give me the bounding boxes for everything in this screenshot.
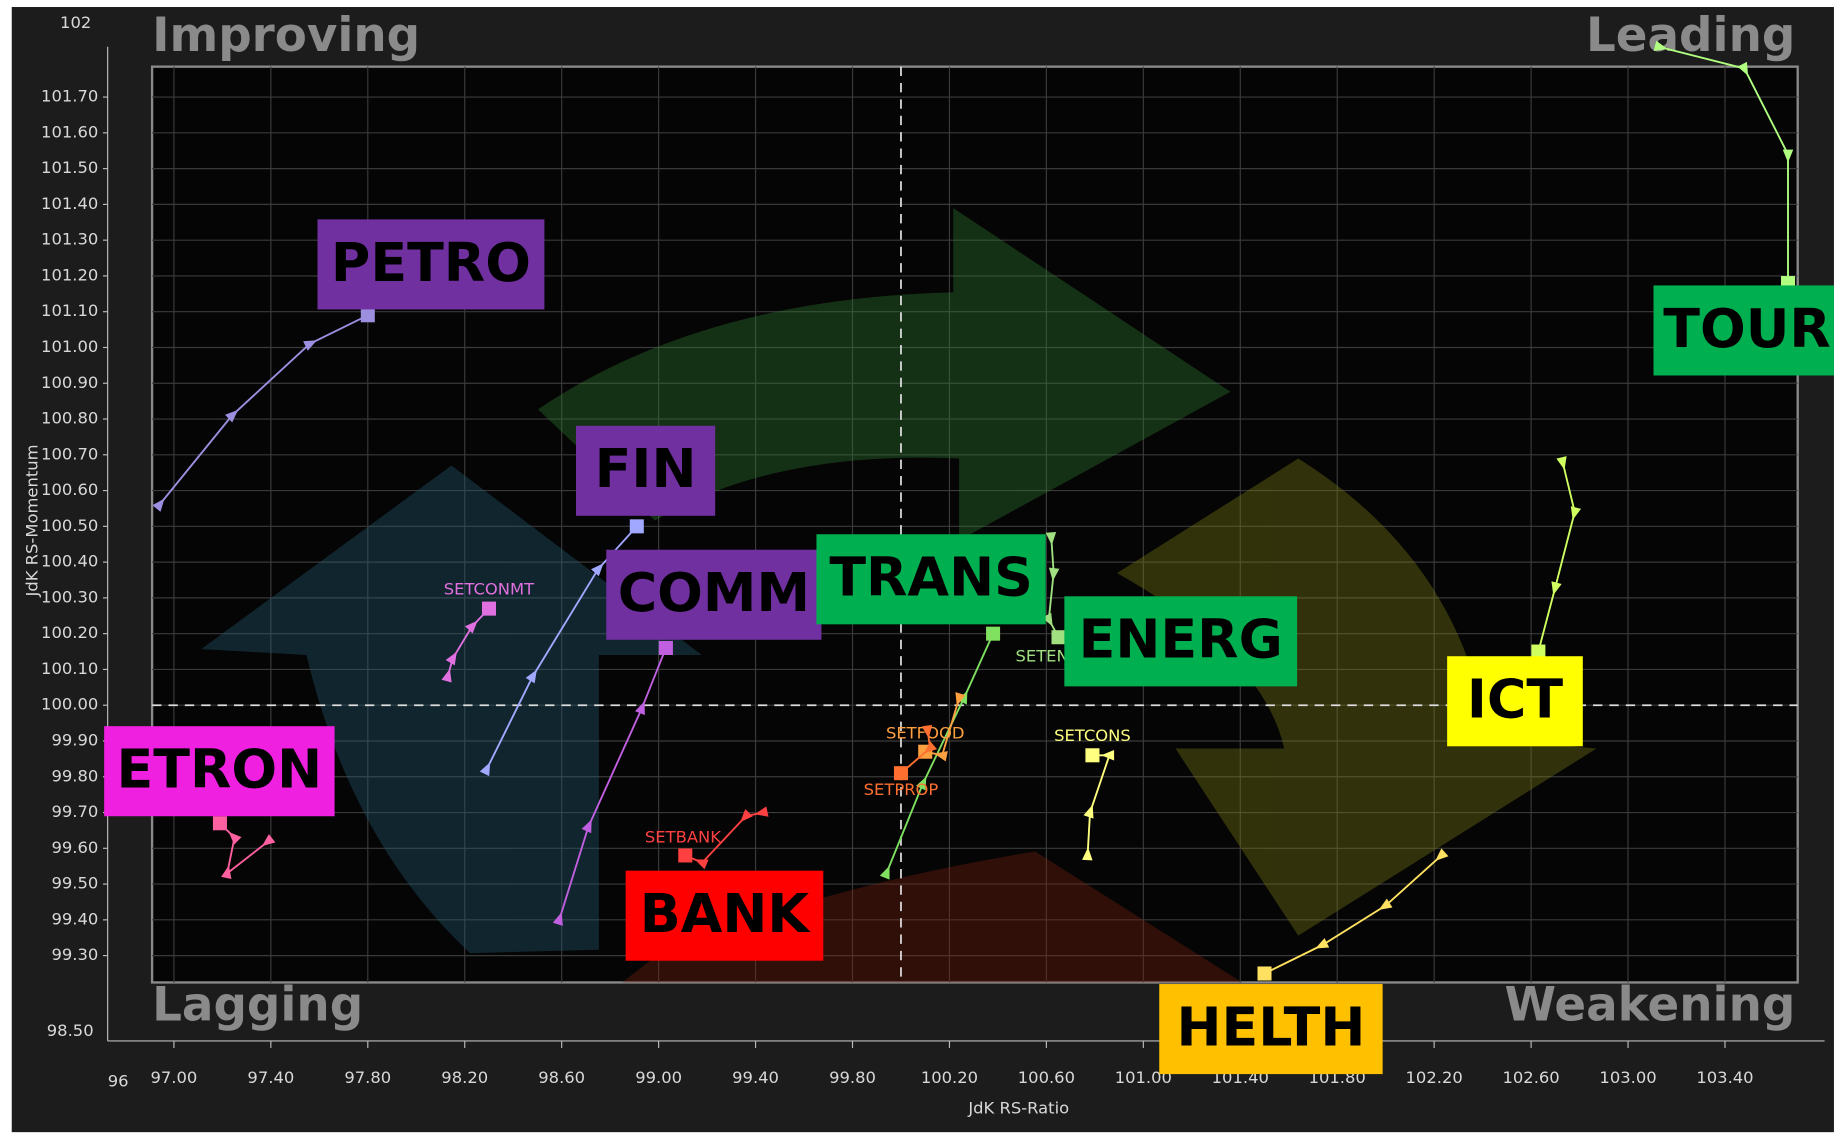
series-label-text: HELTH (1177, 995, 1366, 1058)
x-tick-label: 99.40 (732, 1068, 779, 1087)
series-label-text: COMM (618, 561, 810, 624)
y-tick-label: 100.10 (41, 659, 98, 678)
series-label: BANK (626, 871, 824, 961)
x-axis-title: JdK RS-Ratio (967, 1098, 1069, 1117)
y-tick-label: 100.00 (41, 695, 98, 714)
x-tick-label: 103.40 (1696, 1068, 1753, 1087)
series-label-text: BANK (640, 882, 812, 945)
y-tick-label: 99.40 (51, 909, 98, 928)
y-axis-title: JdK RS-Momentum (22, 444, 41, 597)
head-marker (894, 766, 908, 780)
x-tick-label: 99.00 (635, 1068, 682, 1087)
y-tick-label: 99.90 (51, 730, 98, 749)
chart: Improving Leading Lagging Weakening JdK … (0, 0, 1834, 1138)
axis-break-label: 102 (60, 13, 91, 32)
x-tick-label: 99.80 (829, 1068, 876, 1087)
x-tick-label: 98.60 (538, 1068, 585, 1087)
y-tick-label: 100.60 (41, 480, 98, 499)
series-label: TOUR (1653, 285, 1834, 375)
page: Improving Leading Lagging Weakening JdK … (0, 0, 1834, 1138)
head-marker (678, 848, 692, 862)
y-tick-label: 99.60 (51, 838, 98, 857)
y-tick-label: 101.40 (41, 194, 98, 213)
x-tick-label: 98.20 (441, 1068, 488, 1087)
series-label: COMM (606, 550, 821, 640)
y-tick-label: 100.80 (41, 409, 98, 428)
series-code: SETPROP (864, 780, 939, 799)
x-tick-label: 100.60 (1018, 1068, 1075, 1087)
series-label-text: ENERG (1079, 608, 1283, 671)
axis-break-label: 96 (108, 1071, 129, 1090)
head-marker (1257, 966, 1271, 980)
series-code: SETCONMT (444, 579, 535, 598)
quadrant-label: Weakening (1504, 979, 1795, 1033)
series-label-text: PETRO (331, 231, 531, 294)
y-tick-label: 100.20 (41, 623, 98, 642)
x-tick-label: 97.40 (247, 1068, 294, 1087)
series-label: ETRON (104, 726, 334, 816)
series-label: ICT (1447, 656, 1583, 746)
series-code: SETCONS (1054, 726, 1131, 745)
series-code: SETBANK (645, 827, 722, 846)
y-tick-label: 100.40 (41, 552, 98, 571)
x-tick-label: 102.60 (1502, 1068, 1559, 1087)
y-tick-label: 100.90 (41, 373, 98, 392)
series-label-text: TRANS (829, 546, 1033, 609)
head-marker (659, 641, 673, 655)
y-tick-label: 99.80 (51, 766, 98, 785)
series-label-text: FIN (595, 437, 697, 500)
x-tick-label: 102.20 (1406, 1068, 1463, 1087)
y-tick-label: 100.70 (41, 444, 98, 463)
quadrant-label: Lagging (152, 979, 363, 1033)
y-tick-label: 101.10 (41, 301, 98, 320)
y-tick-label: 100.50 (41, 516, 98, 535)
y-tick-label: 101.70 (41, 87, 98, 106)
head-marker (361, 308, 375, 322)
head-marker (630, 519, 644, 533)
head-marker (1051, 630, 1065, 644)
y-tick-label: 101.50 (41, 158, 98, 177)
x-tick-label: 100.20 (921, 1068, 978, 1087)
series-label-text: ICT (1467, 668, 1563, 731)
y-tick-label: 101.00 (41, 337, 98, 356)
head-marker (213, 816, 227, 830)
series-label-text: TOUR (1663, 297, 1831, 360)
y-tick-label: 100.30 (41, 587, 98, 606)
x-tick-label: 103.00 (1599, 1068, 1656, 1087)
y-tick-label: 99.70 (51, 802, 98, 821)
series-label: TRANS (816, 534, 1045, 624)
y-tick-label: 99.50 (51, 874, 98, 893)
series-label: PETRO (318, 219, 545, 309)
head-marker (1085, 748, 1099, 762)
y-tick-label: 101.20 (41, 265, 98, 284)
series-code: SETEN (1015, 647, 1068, 666)
x-tick-label: 97.80 (344, 1068, 391, 1087)
y-tick-label: 101.60 (41, 122, 98, 141)
y-tick-label: 101.30 (41, 230, 98, 249)
head-marker (986, 627, 1000, 641)
series-label: HELTH (1159, 984, 1382, 1074)
series-label: ENERG (1064, 596, 1297, 686)
quadrant-label: Improving (152, 9, 420, 63)
x-tick-label: 97.00 (150, 1068, 197, 1087)
series-label: FIN (576, 426, 715, 516)
axis-break-label: 98.50 (47, 1021, 94, 1040)
series-label-text: ETRON (117, 738, 323, 801)
y-tick-label: 99.30 (51, 945, 98, 964)
head-marker (482, 602, 496, 616)
